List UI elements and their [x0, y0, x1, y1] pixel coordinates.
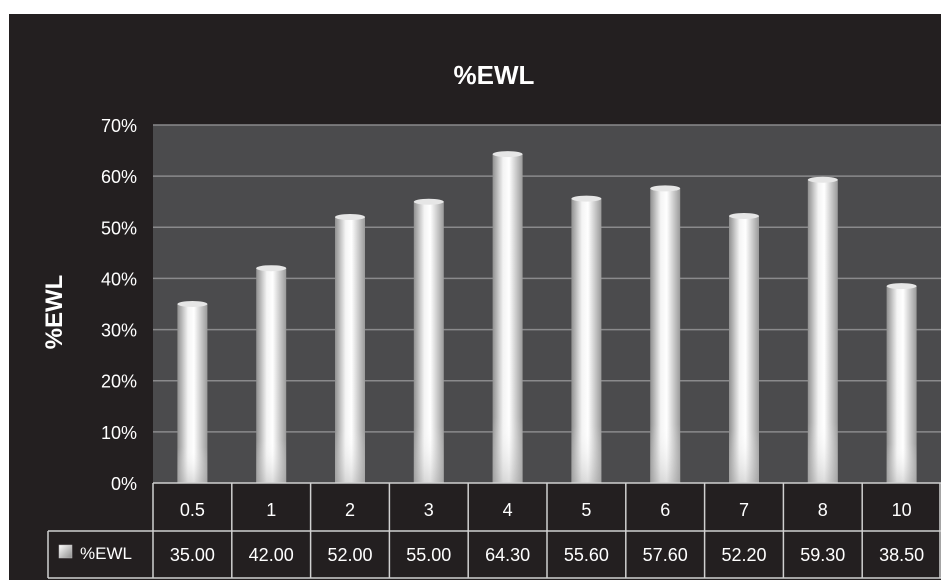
legend-series-name: %EWL	[80, 544, 132, 563]
x-category-label: 3	[424, 500, 434, 520]
bar	[256, 265, 287, 483]
x-category-label: 0.5	[180, 500, 205, 520]
bar	[492, 151, 523, 483]
bar-shade	[650, 188, 681, 483]
x-category-label: 2	[345, 500, 355, 520]
bar-shade	[571, 198, 602, 483]
y-tick-label: 40%	[101, 269, 137, 289]
bar	[807, 176, 838, 484]
bar-shade	[413, 201, 444, 483]
data-value-label: 52.20	[721, 545, 766, 565]
y-tick-label: 0%	[111, 474, 137, 494]
bar-cap	[886, 283, 917, 290]
bar-shade	[335, 217, 365, 484]
bar	[650, 185, 681, 483]
data-value-label: 35.00	[170, 545, 215, 565]
bar-shade	[177, 304, 208, 483]
y-tick-label: 20%	[101, 372, 137, 392]
data-value-label: 55.00	[406, 545, 451, 565]
bar-cap	[571, 195, 602, 202]
bar	[335, 214, 365, 484]
bar-cap	[177, 301, 208, 307]
bar	[413, 198, 444, 483]
data-value-label: 55.60	[564, 545, 609, 565]
bar	[177, 301, 208, 483]
bar-shade	[729, 216, 759, 483]
bar-shade	[807, 179, 838, 484]
bar-shade	[886, 286, 917, 483]
x-category-label: 7	[739, 500, 749, 520]
bar-cap	[807, 176, 838, 183]
x-category-label: 1	[266, 500, 276, 520]
legend-swatch	[58, 544, 73, 559]
y-tick-label: 60%	[101, 167, 137, 187]
x-category-label: 10	[892, 500, 912, 520]
bar-series	[177, 151, 917, 484]
chart-title: %EWL	[454, 60, 535, 90]
data-value-label: 42.00	[249, 545, 294, 565]
y-axis-label: %EWL	[41, 275, 68, 350]
bar	[571, 195, 602, 483]
bar-shade	[256, 268, 287, 483]
y-tick-label: 30%	[101, 321, 137, 341]
bar	[886, 283, 917, 483]
bar-cap	[492, 151, 523, 158]
bar-cap	[650, 185, 681, 192]
x-category-label: 6	[660, 500, 670, 520]
bar-cap	[729, 213, 759, 220]
data-value-label: 59.30	[800, 545, 845, 565]
y-tick-label: 70%	[101, 116, 137, 136]
x-category-label: 5	[581, 500, 591, 520]
data-value-label: 64.30	[485, 545, 530, 565]
data-value-label: 57.60	[643, 545, 688, 565]
data-value-label: 52.00	[327, 545, 372, 565]
y-axis-ticks: 0% 10% 20% 30% 40% 50% 60% 70%	[101, 116, 137, 494]
y-tick-label: 50%	[101, 218, 137, 238]
bar-cap	[335, 214, 365, 221]
bar-cap	[413, 198, 444, 205]
y-tick-label: 10%	[101, 423, 137, 443]
data-value-label: 38.50	[879, 545, 924, 565]
x-category-label: 8	[818, 500, 828, 520]
x-category-label: 4	[503, 500, 513, 520]
bar-shade	[492, 154, 523, 483]
bar	[729, 213, 759, 483]
data-table: 0.5 1 2 3 4 5 6 7 8 10 35.00 42.00 52.00 55.00 64.30 55…	[47, 482, 941, 579]
bar-cap	[256, 265, 287, 272]
